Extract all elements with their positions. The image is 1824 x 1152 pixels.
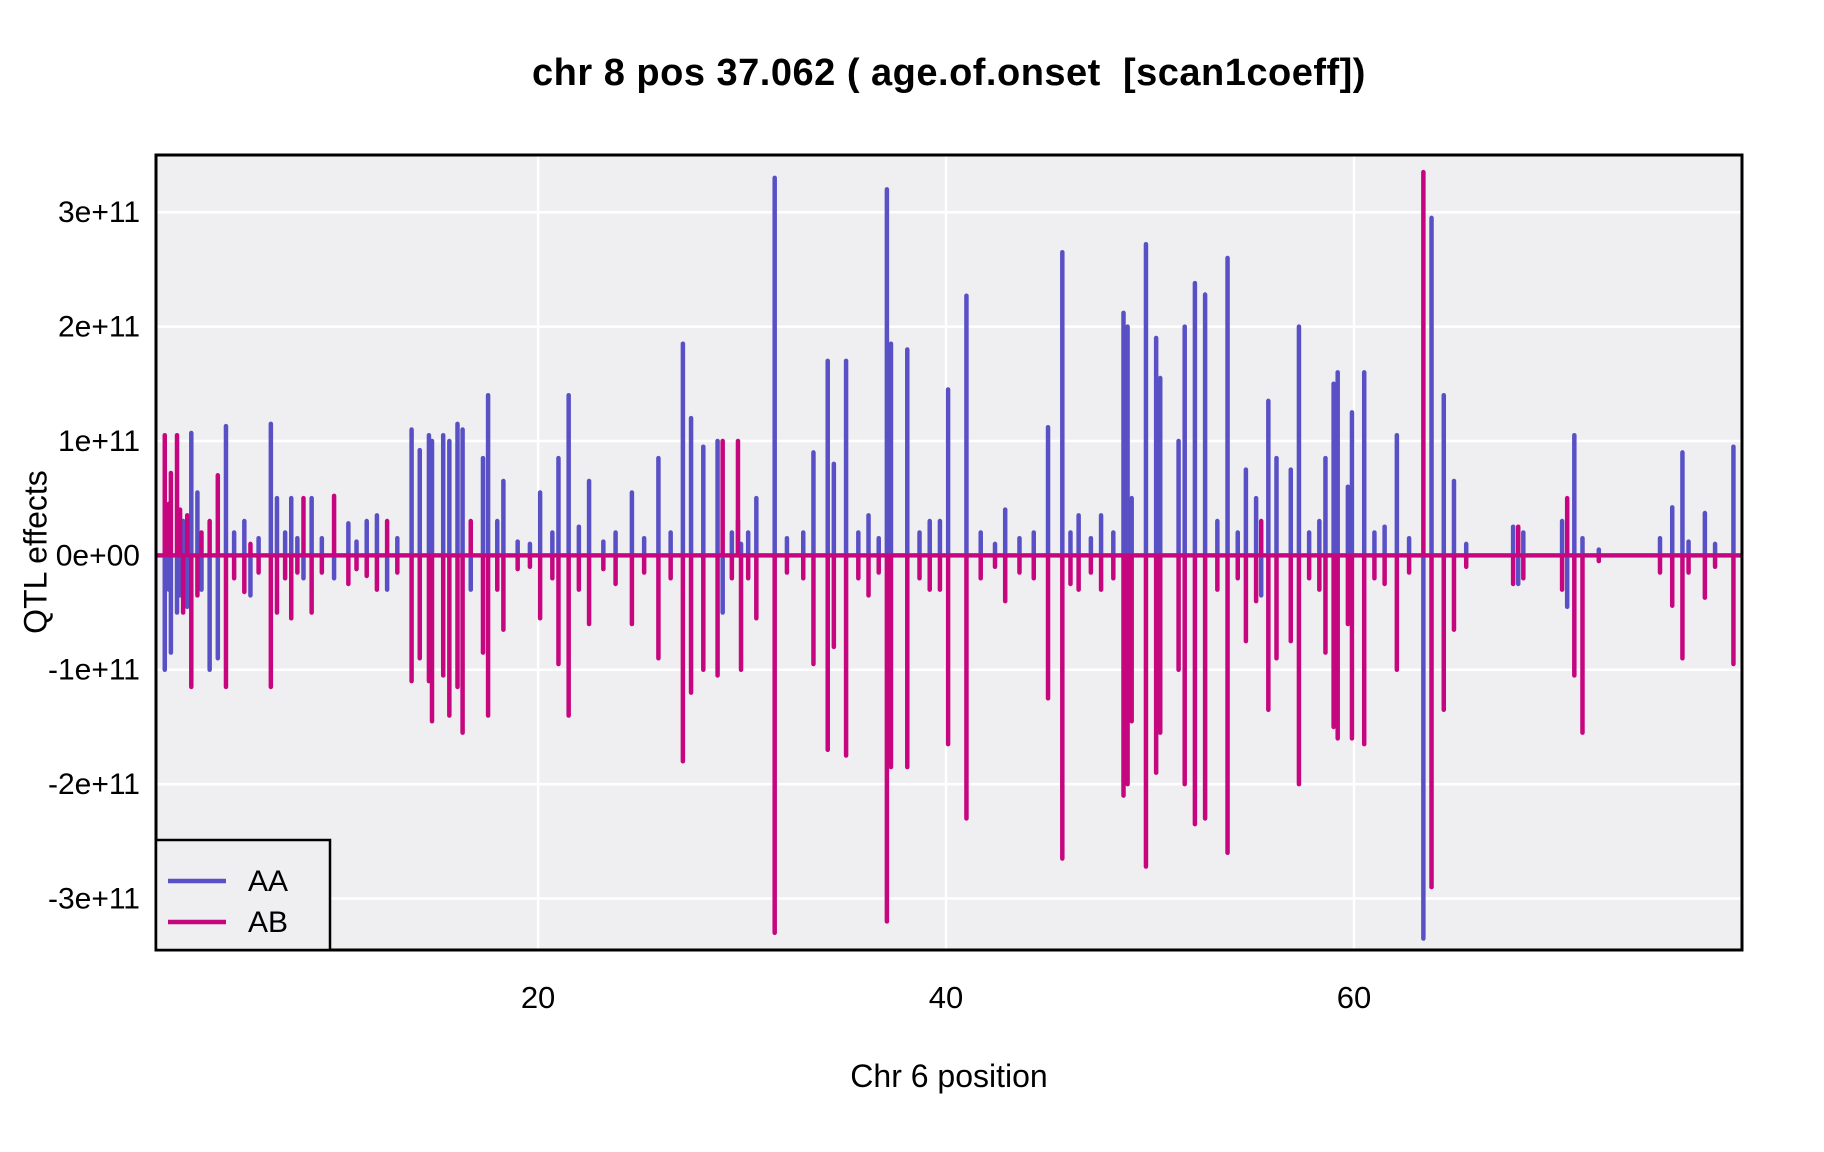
- y-tick-label: 2e+11: [58, 311, 140, 344]
- legend-label-ab: AB: [248, 906, 288, 939]
- x-tick-label: 60: [1337, 980, 1371, 1015]
- panel-border: [154, 153, 1744, 952]
- y-tick-label: -1e+11: [48, 654, 140, 687]
- y-tick-label: 0e+00: [56, 539, 140, 572]
- legend-label-aa: AA: [248, 865, 288, 898]
- y-tick-label: -3e+11: [48, 883, 140, 916]
- x-axis-title: Chr 6 position: [850, 1058, 1048, 1094]
- y-tick-label: 3e+11: [58, 196, 140, 229]
- y-tick-label: 1e+11: [58, 425, 140, 458]
- y-tick-label: -2e+11: [48, 768, 140, 801]
- y-axis-title: QTL effects: [17, 470, 54, 634]
- x-tick-label: 40: [929, 980, 963, 1015]
- legend-box: [154, 838, 332, 952]
- x-tick-label: 20: [521, 980, 555, 1015]
- chart-title: chr 8 pos 37.062 ( age.of.onset [scan1co…: [532, 52, 1366, 94]
